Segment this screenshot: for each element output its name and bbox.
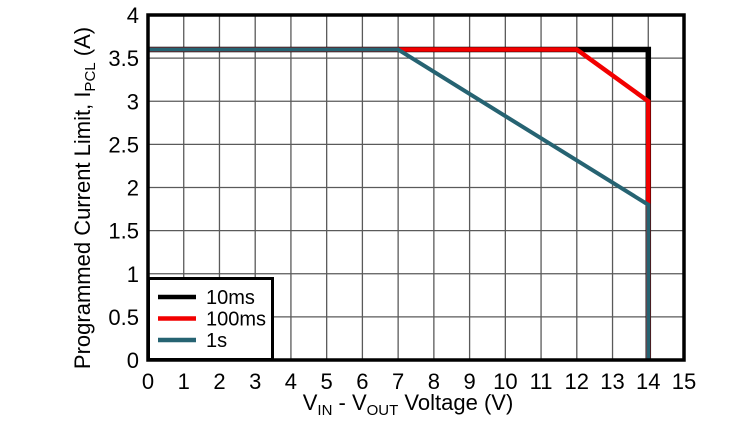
x-tick-label: 3 [249,369,261,394]
y-tick-label: 3 [127,89,139,114]
x-tick-label: 0 [142,369,154,394]
x-tick-label: 5 [321,369,333,394]
x-tick-label: 14 [636,369,660,394]
x-tick-label: 15 [672,369,696,394]
legend-label-100ms: 100ms [206,309,266,331]
x-tick-label: 10 [493,369,517,394]
series-line-1s [148,47,651,360]
legend-item-10ms: 10ms [158,287,255,309]
y-tick-label: 1 [127,262,139,287]
y-tick-label: 1.5 [108,219,139,244]
x-tick-label: 2 [213,369,225,394]
y-axis-title: Programmed Current Limit, IPCL (A) [70,27,99,369]
x-tick-label: 7 [392,369,404,394]
x-tick-label: 4 [285,369,297,394]
plot-border [146,13,686,362]
y-tick-label: 0.5 [108,305,139,330]
legend-item-1s: 1s [158,330,227,352]
x-tick-label: 8 [428,369,440,394]
x-tick-label: 1 [178,369,190,394]
y-tick-label: 3.5 [108,46,139,71]
x-tick-labels: 0 1 2 3 4 5 6 7 8 9 10 11 12 13 14 15 [142,369,696,394]
x-tick-label: 12 [565,369,589,394]
legend-item-100ms: 100ms [158,309,266,331]
x-tick-label: 6 [356,369,368,394]
legend-label-1s: 1s [206,330,227,352]
legend-label-10ms: 10ms [206,287,255,309]
y-tick-labels: 0 0.5 1 1.5 2 2.5 3 3.5 4 [108,3,139,373]
y-tick-label: 0 [127,348,139,373]
x-tick-label: 13 [600,369,624,394]
y-tick-label: 4 [127,3,139,28]
x-tick-label: 11 [530,369,553,394]
y-tick-label: 2.5 [108,132,139,157]
y-tick-label: 2 [127,176,139,201]
x-axis-title: VIN - VOUT Voltage (V) [303,390,514,419]
x-tick-label: 9 [463,369,475,394]
